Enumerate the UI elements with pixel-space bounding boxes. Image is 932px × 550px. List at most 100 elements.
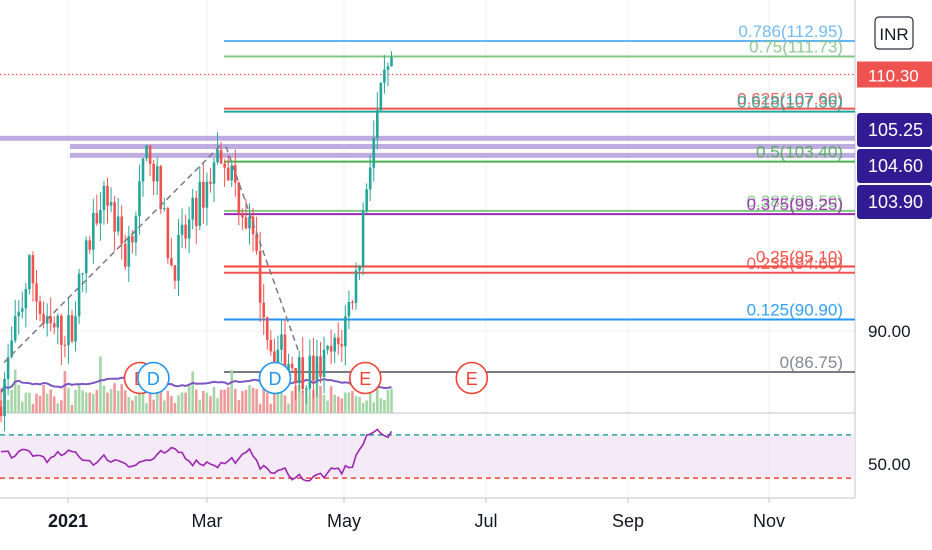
volume-bar-39	[138, 384, 141, 413]
candle-body-18	[63, 344, 67, 346]
candle-body-53	[187, 219, 191, 239]
candle-body-56	[198, 181, 202, 226]
candle-body-65	[230, 165, 234, 181]
candle-body-50	[177, 234, 180, 281]
current-price-label: 110.30	[868, 67, 919, 86]
volume-bar-23	[81, 390, 84, 413]
volume-bar-21	[74, 389, 77, 413]
volume-bar-85	[301, 390, 305, 413]
candle-body-91	[322, 349, 326, 377]
candle-body-11	[38, 301, 42, 314]
event-label-1: D	[147, 369, 160, 389]
fib-label-0.25: 0.25(95.10)	[756, 247, 843, 266]
volume-bar-95	[336, 396, 340, 413]
candle-body-15	[52, 323, 56, 328]
currency-button[interactable]: INR	[874, 16, 914, 50]
volume-bar-12	[42, 385, 45, 413]
candle-body-104	[368, 167, 372, 190]
volume-bar-36	[127, 397, 131, 413]
fib-label-0: 0(86.75)	[780, 353, 843, 372]
candle-body-99	[351, 302, 354, 304]
candle-body-22	[77, 273, 81, 317]
candle-body-63	[223, 163, 226, 168]
candle-body-74	[262, 302, 265, 318]
volume-bar-44	[155, 387, 159, 413]
candle-body-79	[280, 334, 283, 350]
events-layer[interactable]: EDDEE	[123, 361, 489, 395]
candle-body-52	[184, 224, 187, 239]
candle-body-78	[276, 349, 280, 364]
fib-label-0.5: 0.5(103.40)	[756, 143, 843, 162]
volume-bar-57	[202, 391, 205, 413]
rsi-pane	[0, 428, 855, 482]
candle-body-77	[273, 351, 276, 364]
volume-bar-102	[361, 402, 365, 413]
volume-bar-74	[262, 383, 265, 413]
candle-body-26	[92, 213, 95, 250]
volume-bar-72	[255, 389, 258, 413]
volume-bar-73	[258, 403, 262, 413]
event-label-4: E	[466, 369, 478, 389]
candle-body-2	[6, 357, 10, 379]
candle-body-100	[354, 270, 358, 303]
volume-bar-6	[21, 401, 24, 413]
volume-bar-56	[198, 399, 202, 413]
volume-bar-4	[13, 369, 17, 413]
volume-bar-76	[269, 403, 273, 413]
volume-bar-110	[390, 388, 393, 413]
resistance-band-1	[70, 144, 855, 150]
volume-bar-24	[84, 392, 88, 413]
time-axis[interactable]: 2021 Mar May Jul Sep Nov	[48, 498, 785, 531]
candle-body-90	[319, 356, 322, 377]
volume-bar-93	[329, 386, 333, 413]
candle-body-8	[28, 255, 31, 289]
price-badge-label-0: 105.25	[868, 120, 923, 140]
trend-line-lower	[225, 146, 299, 351]
candle-body-97	[344, 316, 347, 347]
price-badge-label-1: 104.60	[868, 156, 923, 176]
candle-body-31	[109, 202, 113, 206]
time-label-4: Sep	[612, 511, 644, 531]
volume-bar-32	[113, 383, 116, 413]
candle-body-49	[173, 265, 177, 281]
trend-line[interactable]	[3, 143, 299, 364]
rsi-band	[0, 434, 855, 479]
volume-bar-20	[70, 404, 74, 413]
volume-bar-53	[187, 385, 191, 413]
fibonacci-retracement[interactable]: 0.786(112.95)0.75(111.73)0.625(107.60)0.…	[0, 22, 855, 373]
volume-bar-5	[17, 385, 21, 413]
candle-body-28	[99, 209, 102, 224]
volume-bar-75	[265, 392, 269, 413]
candle-body-42	[148, 145, 152, 164]
volume-bar-47	[166, 390, 170, 413]
candle-body-21	[74, 316, 77, 342]
candle-body-94	[333, 337, 336, 352]
volume-bar-49	[173, 402, 177, 413]
candle-body-20	[70, 315, 74, 342]
candle-body-110	[390, 57, 393, 67]
event-label-3: E	[359, 369, 371, 389]
volume-bar-99	[351, 391, 354, 413]
time-label-0: 2021	[48, 511, 88, 531]
volume-bar-3	[10, 389, 13, 413]
candle-body-47	[166, 208, 170, 259]
volume-bar-92	[326, 400, 329, 413]
volume-bar-2	[6, 399, 10, 413]
fib-label-0.375: 0.375(99.25)	[747, 195, 843, 214]
candle-body-98	[347, 302, 351, 317]
candle-body-80	[283, 334, 287, 374]
volume-bar-66	[234, 388, 237, 413]
candle-body-109	[386, 66, 390, 70]
candle-body-44	[155, 166, 159, 182]
candle-body-16	[56, 315, 60, 328]
candle-body-5	[17, 311, 21, 317]
volume-bar-79	[280, 387, 283, 413]
candle-body-32	[113, 202, 116, 232]
volume-bar-45	[159, 381, 163, 413]
volume-bar-63	[223, 389, 226, 413]
price-axis[interactable]: 90.00 50.00 110.30 105.25 104.60 103.90	[857, 61, 932, 474]
candle-body-85	[301, 357, 305, 389]
candle-body-30	[106, 185, 109, 206]
volume-bar-37	[131, 400, 134, 413]
